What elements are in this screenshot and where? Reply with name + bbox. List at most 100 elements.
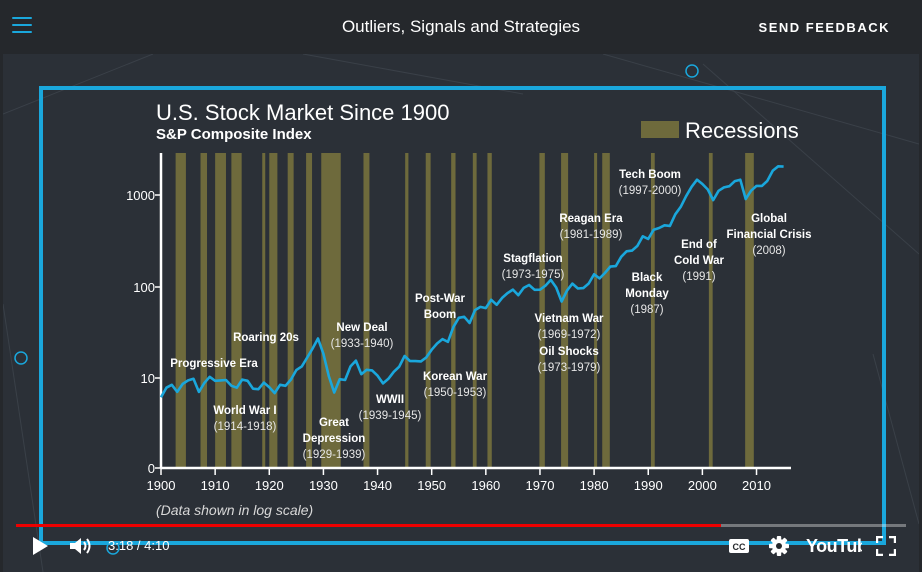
chart-annotation: Monday — [625, 288, 669, 300]
captions-icon: CC — [729, 539, 749, 553]
svg-text:CC: CC — [733, 542, 746, 552]
chart-frame — [3, 54, 919, 572]
chart-annotation: Cold War — [674, 255, 725, 267]
x-tick-label: 1910 — [201, 478, 230, 493]
recession-band — [561, 153, 569, 468]
x-tick-label: 1930 — [309, 478, 338, 493]
chart-annotation: (1991) — [682, 271, 715, 283]
chart-annotation: (1933-1940) — [331, 338, 394, 350]
play-button[interactable] — [30, 535, 50, 557]
recession-band — [269, 153, 278, 468]
recession-band — [602, 153, 610, 468]
chart-annotation: World War I — [213, 405, 276, 417]
recession-band — [451, 153, 456, 468]
blue-frame — [39, 86, 886, 545]
y-tick-label: 100 — [133, 280, 155, 295]
x-tick-label: 1940 — [363, 478, 392, 493]
recession-band — [200, 153, 208, 468]
recession-band — [262, 153, 266, 468]
chart-annotation: Boom — [424, 309, 457, 321]
chart-annotation: Tech Boom — [619, 169, 681, 181]
y-tick-label: 10 — [141, 371, 155, 386]
chart-annotation: Oil Shocks — [539, 346, 598, 358]
chart-annotation: Global — [751, 213, 787, 225]
chart-annotation: (1987) — [630, 304, 663, 316]
chart-subtitle: S&P Composite Index — [156, 126, 312, 143]
time-display: 3:18 / 4:10 — [108, 538, 170, 553]
x-tick-label: 1980 — [580, 478, 609, 493]
chart-annotation: Korean War — [423, 371, 488, 383]
recession-band — [363, 153, 370, 468]
chart-annotation: (1929-1939) — [303, 449, 366, 461]
recession-band — [215, 153, 226, 468]
chart-annotation: (1950-1953) — [424, 387, 487, 399]
chart-annotation: Black — [632, 272, 663, 284]
chart-annotation: Roaring 20s — [233, 332, 299, 344]
x-tick-label: 1900 — [147, 478, 176, 493]
x-tick-label: 1920 — [255, 478, 284, 493]
recession-band — [287, 153, 294, 468]
recession-band — [745, 153, 754, 468]
x-tick-label: 2010 — [742, 478, 771, 493]
recession-band — [650, 153, 655, 468]
hamburger-menu-icon[interactable] — [12, 17, 32, 35]
chart-annotation: Reagan Era — [559, 213, 623, 225]
chart-annotation: (1914-1918) — [214, 421, 277, 433]
chart-annotation: Vietnam War — [534, 313, 604, 325]
recession-band — [405, 153, 409, 468]
x-tick-label: 1970 — [526, 478, 555, 493]
recession-band — [425, 153, 431, 468]
fullscreen-icon — [875, 535, 897, 557]
volume-button[interactable] — [68, 535, 94, 557]
recession-band — [231, 153, 242, 468]
chart-annotation: WWII — [376, 394, 404, 406]
chart-annotation: (1997-2000) — [619, 185, 682, 197]
x-tick-label: 2000 — [688, 478, 717, 493]
chart-annotation: (1973-1979) — [538, 362, 601, 374]
chart-annotation: (2008) — [752, 245, 785, 257]
video-player[interactable] — [3, 54, 919, 572]
log-scale-note: (Data shown in log scale) — [156, 502, 313, 518]
chart-annotation: Financial Crisis — [726, 229, 811, 241]
recession-band — [175, 153, 186, 468]
chart-title: U.S. Stock Market Since 1900 — [156, 100, 449, 125]
chart-annotation: End of — [681, 239, 717, 251]
y-tick-label: 0 — [148, 461, 155, 476]
send-feedback-button[interactable]: SEND FEEDBACK — [758, 20, 890, 35]
progress-bar[interactable] — [16, 524, 906, 527]
chart-annotation: Great — [319, 417, 349, 429]
captions-button[interactable]: CC — [728, 538, 750, 554]
decorative-node-icon — [685, 64, 699, 78]
recession-band — [487, 153, 492, 468]
chart-annotation: Stagflation — [503, 253, 562, 265]
recession-band — [594, 153, 598, 468]
fullscreen-button[interactable] — [875, 535, 897, 557]
chart-annotation: (1969-1972) — [538, 329, 601, 341]
youtube-brand-text: YouTube — [806, 536, 862, 556]
youtube-logo-icon: YouTube — [806, 536, 878, 556]
legend-swatch — [641, 121, 679, 138]
decorative-node-icon — [14, 351, 28, 365]
x-tick-label: 1950 — [417, 478, 446, 493]
chart-annotation: New Deal — [336, 322, 387, 334]
volume-icon — [70, 538, 91, 554]
chart-annotation: (1939-1945) — [359, 410, 422, 422]
youtube-logo-button[interactable]: YouTube — [806, 535, 878, 557]
chart-annotation: (1973-1975) — [502, 269, 565, 281]
y-tick-label: 1000 — [126, 188, 155, 203]
play-icon — [33, 537, 48, 555]
legend-label: Recessions — [685, 118, 799, 143]
recession-band — [306, 153, 313, 468]
settings-button[interactable] — [768, 535, 790, 557]
recession-band — [708, 153, 713, 468]
series-line — [159, 165, 784, 398]
recession-band — [539, 153, 545, 468]
progress-bar-fill — [16, 524, 721, 527]
chart-annotation: Depression — [303, 433, 366, 445]
x-tick-label: 1990 — [634, 478, 663, 493]
chart-annotation: Progressive Era — [170, 358, 258, 370]
x-tick-label: 1960 — [471, 478, 500, 493]
chart-annotation: Post-War — [415, 293, 466, 305]
settings-gear-icon — [769, 536, 789, 556]
